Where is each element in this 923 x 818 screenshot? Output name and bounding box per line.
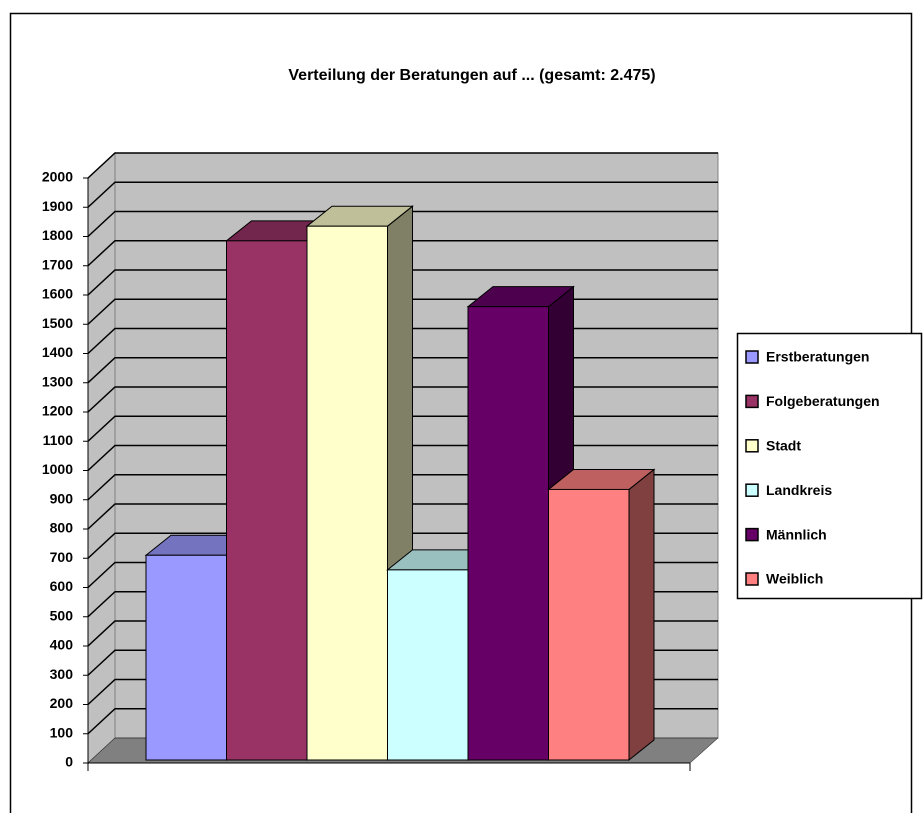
legend-marker: [745, 527, 759, 542]
y-tick-label: 100: [50, 724, 74, 740]
plot-area: [83, 151, 719, 771]
y-tick-label: 500: [50, 607, 74, 623]
bar-side: [628, 468, 655, 762]
y-tick-label: 200: [50, 695, 74, 711]
grid-line: [87, 269, 718, 296]
y-tick-label: 1800: [42, 227, 73, 243]
y-tick-label: 2000: [42, 169, 73, 185]
legend-marker: [745, 483, 759, 497]
y-tick-label: 1600: [42, 286, 73, 302]
chart-title: Verteilung der Beratungen auf ... (gesam…: [288, 67, 655, 84]
y-tick-label: 1400: [42, 344, 73, 360]
y-tick-label: 1000: [42, 461, 73, 477]
legend-marker: [745, 572, 759, 586]
y-tick-label: 1900: [42, 198, 73, 214]
legend-label: Männlich: [766, 526, 827, 542]
legend-marker: [745, 394, 759, 409]
grid-line: [87, 181, 718, 208]
y-tick-label: 1200: [42, 403, 73, 419]
legend-label: Erstberatungen: [766, 349, 869, 365]
bar-front: [306, 225, 388, 761]
y-tick-label: 400: [50, 637, 74, 653]
bar: [547, 468, 656, 762]
bar-front: [548, 488, 630, 761]
legend-marker: [745, 439, 759, 453]
legend-label: Folgeberatungen: [766, 393, 880, 409]
grid-line: [87, 240, 718, 267]
y-tick-label: 1700: [42, 256, 73, 272]
y-tick-label: 1100: [43, 432, 74, 448]
bar-front: [145, 554, 227, 761]
y-tick-label: 1500: [42, 315, 73, 331]
y-tick-label: 600: [50, 578, 74, 594]
grid-line: [87, 210, 718, 238]
legend-label: Weiblich: [766, 571, 823, 587]
y-tick-label: 0: [65, 754, 73, 770]
legend-label: Landkreis: [766, 482, 832, 498]
bar-front: [226, 240, 308, 761]
y-tick-label: 700: [50, 549, 74, 565]
y-tick-label: 800: [50, 520, 74, 536]
bar-front: [387, 569, 469, 761]
bar-front: [467, 306, 549, 761]
bar: [305, 205, 414, 762]
y-tick-label: 300: [50, 666, 74, 682]
grid-line: [87, 152, 718, 179]
legend-label: Stadt: [766, 438, 801, 454]
legend-marker: [745, 350, 759, 364]
legend: [736, 332, 923, 600]
y-tick-label: 1300: [42, 373, 73, 389]
y-tick-label: 900: [50, 490, 74, 506]
